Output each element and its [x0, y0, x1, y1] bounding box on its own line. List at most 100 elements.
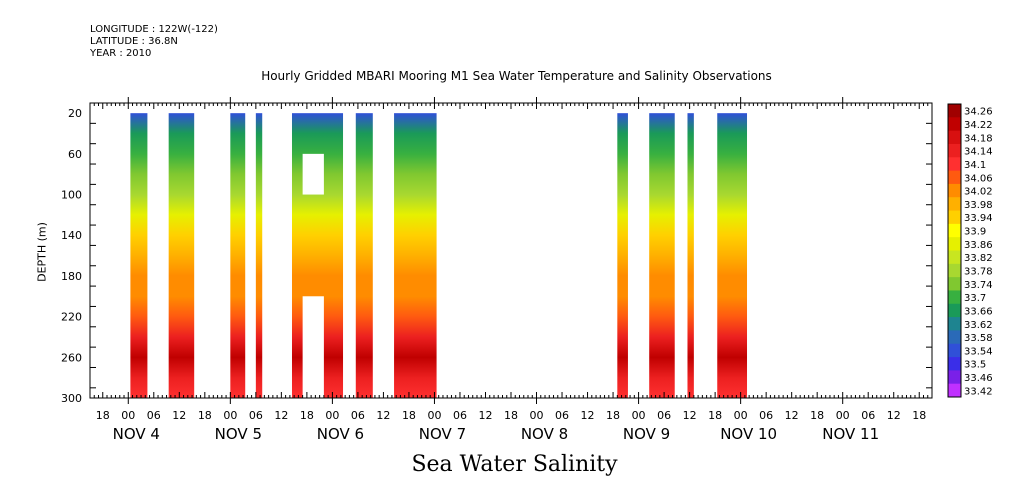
colorbar-swatch	[948, 117, 961, 132]
x-tick-label: 00	[121, 409, 135, 422]
x-tick-label: 00	[325, 409, 339, 422]
x-tick-label: 12	[274, 409, 288, 422]
colorbar-swatch	[948, 303, 961, 318]
colorbar-label: 33.54	[964, 346, 993, 357]
data-segment	[255, 113, 263, 398]
colorbar-label: 33.86	[964, 240, 993, 251]
colorbar-swatch	[948, 383, 961, 398]
x-tick-label: 06	[861, 409, 875, 422]
x-tick-label: 00	[427, 409, 441, 422]
colorbar-label: 33.98	[964, 200, 993, 211]
data-segment	[617, 113, 628, 398]
y-tick-label: 100	[61, 189, 82, 202]
x-tick-label: 06	[147, 409, 161, 422]
data-segment	[717, 113, 748, 398]
missing-block	[302, 296, 324, 398]
colorbar-swatch	[948, 277, 961, 291]
colorbar-swatch	[948, 237, 961, 251]
x-tick-label: 18	[606, 409, 620, 422]
colorbar-label: 34.26	[964, 107, 993, 118]
colorbar-swatch	[948, 170, 961, 185]
colorbar-label: 34.1	[964, 160, 986, 171]
x-tick-label: 18	[198, 409, 212, 422]
colorbar-label: 33.5	[964, 360, 986, 371]
x-tick-label: 12	[683, 409, 697, 422]
x-tick-label: 18	[504, 409, 518, 422]
y-tick-label: 20	[68, 107, 82, 120]
colorbar-swatch	[948, 223, 961, 238]
plot-frame	[89, 102, 933, 399]
colorbar-swatch	[948, 130, 961, 145]
colorbar: 34.26 34.22 34.18 34.14 34.1 34.06 34.02 33.98 3…	[947, 103, 993, 398]
x-tick-label: 00	[734, 409, 748, 422]
chart-title: Hourly Gridded MBARI Mooring M1 Sea Wate…	[261, 69, 772, 83]
data-segment	[394, 113, 437, 398]
data-segment	[230, 113, 246, 398]
colorbar-swatch	[948, 370, 961, 385]
x-tick-label: 12	[376, 409, 390, 422]
y-tick-label: 300	[61, 392, 82, 405]
colorbar-label: 34.22	[964, 120, 993, 131]
x-tick-label: 00	[632, 409, 646, 422]
colorbar-frame	[947, 103, 962, 398]
x-day-label: NOV 5	[215, 425, 262, 443]
colorbar-label: 33.74	[964, 280, 993, 291]
colorbar-label: 33.78	[964, 266, 993, 277]
colorbar-label: 33.42	[964, 386, 993, 397]
colorbar-swatch	[948, 197, 961, 212]
x-tick-label: 18	[402, 409, 416, 422]
colorbar-swatch	[948, 183, 961, 198]
year-label: YEAR : 2010	[90, 48, 152, 59]
x-day-label: NOV 7	[419, 425, 466, 443]
colorbar-label: 34.06	[964, 173, 993, 184]
x-tick-label: 00	[530, 409, 544, 422]
x-tick-label: 18	[96, 409, 110, 422]
colorbar-swatch	[948, 250, 961, 265]
x-tick-label: 06	[759, 409, 773, 422]
x-tick-label: 18	[810, 409, 824, 422]
x-tick-label: 18	[912, 409, 926, 422]
colorbar-swatch	[948, 263, 961, 278]
colorbar-swatch	[948, 317, 961, 331]
colorbar-swatch	[948, 157, 961, 172]
colorbar-label: 33.94	[964, 213, 993, 224]
x-tick-label: 12	[887, 409, 901, 422]
x-tick-label: 12	[172, 409, 186, 422]
colorbar-swatch	[948, 210, 961, 225]
data-segment	[687, 113, 694, 398]
colorbar-label: 33.82	[964, 253, 993, 264]
y-tick-label: 180	[61, 270, 82, 283]
x-tick-label: 18	[300, 409, 314, 422]
y-tick-label: 260	[61, 351, 82, 364]
y-tick-label: 60	[68, 148, 82, 161]
x-day-label: NOV 4	[113, 425, 160, 443]
x-tick-label: 12	[581, 409, 595, 422]
data-segment	[168, 113, 195, 398]
data-layer	[130, 113, 748, 398]
x-tick-label: 12	[785, 409, 799, 422]
x-day-label: NOV 8	[521, 425, 568, 443]
x-tick-label: 06	[555, 409, 569, 422]
x-day-label: NOV 6	[317, 425, 364, 443]
colorbar-swatch	[948, 357, 961, 371]
colorbar-label: 33.7	[964, 293, 986, 304]
colorbar-swatch	[948, 290, 961, 305]
missing-data-layer	[302, 153, 324, 398]
data-segment	[649, 113, 675, 398]
x-tick-label: 00	[836, 409, 850, 422]
axes: 18 00 06 12 18 00 06 12 18 00 06 12 18 00 06 12 18 00 06 12…	[61, 97, 933, 443]
colorbar-label: 33.46	[964, 373, 993, 384]
x-day-label: NOV 11	[822, 425, 879, 443]
y-tick-label: 140	[61, 229, 82, 242]
colorbar-swatch	[948, 343, 961, 358]
colorbar-swatch	[948, 330, 961, 345]
x-tick-label: 18	[708, 409, 722, 422]
data-segment	[355, 113, 373, 398]
colorbar-label: 34.02	[964, 187, 993, 198]
x-tick-label: 06	[657, 409, 671, 422]
colorbar-label: 33.66	[964, 306, 993, 317]
latitude-label: LATITUDE : 36.8N	[90, 36, 178, 47]
colorbar-label: 34.18	[964, 133, 993, 144]
x-axis-title: Sea Water Salinity	[411, 452, 618, 477]
